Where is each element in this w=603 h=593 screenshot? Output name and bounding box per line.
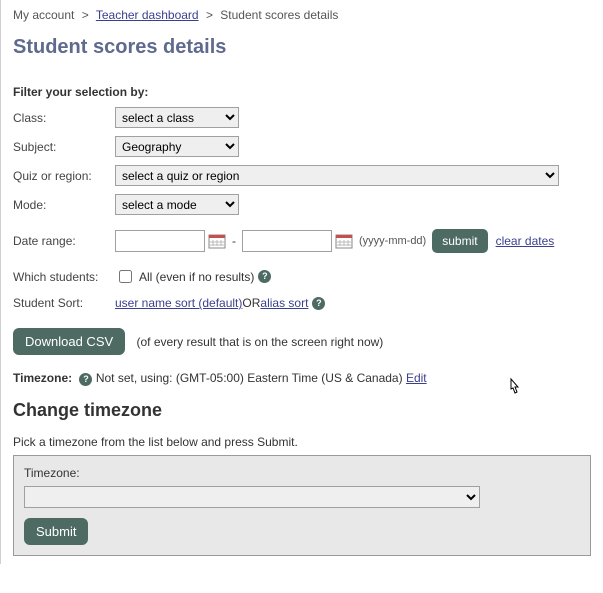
- checkbox-all-students[interactable]: [119, 270, 132, 283]
- timezone-value: Not set, using: (GMT-05:00) Eastern Time…: [96, 371, 403, 385]
- timezone-field-label: Timezone:: [24, 466, 580, 480]
- username-sort-link[interactable]: user name sort (default): [115, 296, 242, 310]
- row-class: Class: select a class: [13, 107, 591, 128]
- select-mode[interactable]: select a mode: [115, 194, 239, 215]
- input-date-start[interactable]: [115, 230, 205, 252]
- clear-dates-link[interactable]: clear dates: [496, 234, 555, 248]
- breadcrumb-my-account: My account: [13, 8, 74, 22]
- row-mode: Mode: select a mode: [13, 194, 591, 215]
- date-dash: -: [232, 234, 236, 248]
- which-students-text: All (even if no results): [139, 270, 254, 284]
- download-csv-button[interactable]: Download CSV: [13, 328, 125, 355]
- row-which-students: Which students: All (even if no results)…: [13, 267, 591, 286]
- timezone-submit-button[interactable]: Submit: [24, 518, 88, 545]
- row-timezone: Timezone: ? Not set, using: (GMT-05:00) …: [13, 371, 591, 386]
- label-date-range: Date range:: [13, 234, 115, 248]
- select-subject[interactable]: Geography: [115, 136, 239, 157]
- sort-or: OR: [242, 296, 260, 310]
- page-title: Student scores details: [13, 36, 591, 59]
- row-download-csv: Download CSV (of every result that is on…: [13, 328, 591, 355]
- change-timezone-heading: Change timezone: [13, 400, 591, 421]
- date-format-hint: (yyyy-mm-dd): [359, 235, 426, 247]
- label-student-sort: Student Sort:: [13, 296, 115, 310]
- breadcrumb-sep: >: [206, 8, 213, 22]
- cursor-pointer-icon: [505, 377, 523, 399]
- timezone-panel: Timezone: Submit: [13, 455, 591, 556]
- select-quiz[interactable]: select a quiz or region: [115, 165, 559, 186]
- submit-button[interactable]: submit: [432, 229, 487, 253]
- help-icon[interactable]: ?: [79, 373, 92, 386]
- select-class[interactable]: select a class: [115, 107, 239, 128]
- breadcrumb-sep: >: [82, 8, 89, 22]
- row-quiz: Quiz or region: select a quiz or region: [13, 165, 591, 186]
- csv-note: (of every result that is on the screen r…: [137, 335, 384, 349]
- edit-timezone-link[interactable]: Edit: [406, 371, 427, 385]
- breadcrumb-current: Student scores details: [220, 8, 338, 22]
- calendar-icon[interactable]: [335, 232, 353, 250]
- label-class: Class:: [13, 111, 115, 125]
- row-subject: Subject: Geography: [13, 136, 591, 157]
- timezone-instruction: Pick a timezone from the list below and …: [13, 435, 591, 449]
- input-date-end[interactable]: [242, 230, 332, 252]
- help-icon[interactable]: ?: [312, 297, 325, 310]
- row-date-range: Date range: - (yyyy-mm-dd) submit clear …: [13, 229, 591, 253]
- help-icon[interactable]: ?: [258, 270, 271, 283]
- row-student-sort: Student Sort: user name sort (default) O…: [13, 296, 591, 310]
- label-quiz: Quiz or region:: [13, 169, 115, 183]
- calendar-icon[interactable]: [208, 232, 226, 250]
- breadcrumb: My account > Teacher dashboard > Student…: [13, 8, 591, 22]
- breadcrumb-teacher-dashboard-link[interactable]: Teacher dashboard: [96, 8, 199, 22]
- alias-sort-link[interactable]: alias sort: [260, 296, 308, 310]
- label-which-students: Which students:: [13, 270, 115, 284]
- select-timezone[interactable]: [24, 486, 480, 508]
- filter-heading: Filter your selection by:: [13, 85, 591, 99]
- label-mode: Mode:: [13, 198, 115, 212]
- timezone-label: Timezone:: [13, 371, 72, 385]
- label-subject: Subject:: [13, 140, 115, 154]
